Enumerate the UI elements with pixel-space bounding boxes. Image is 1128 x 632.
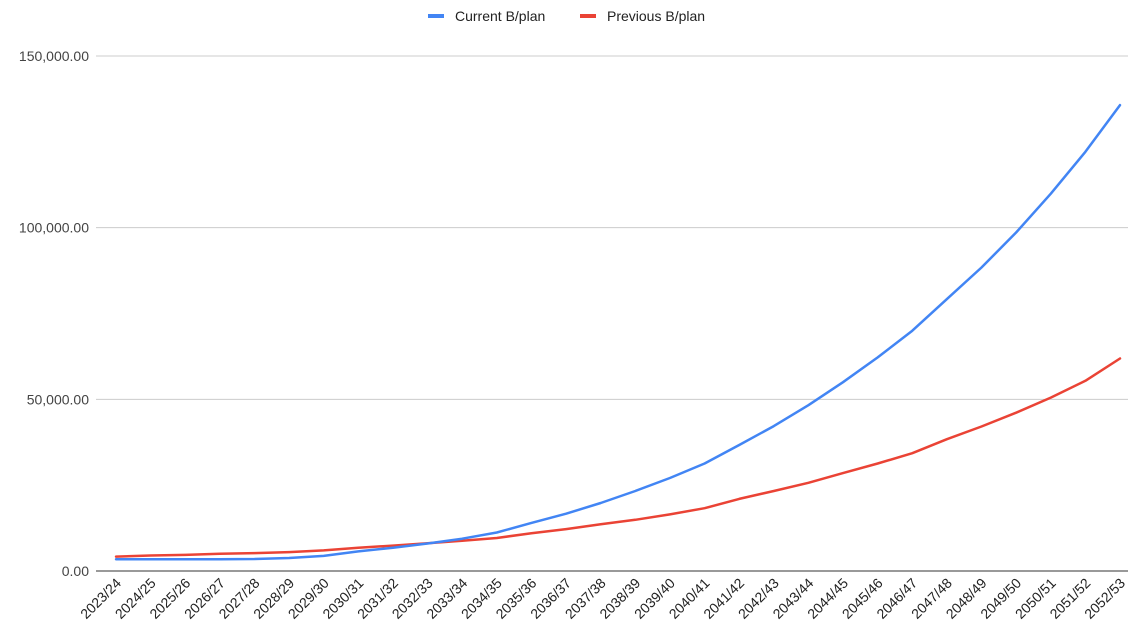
legend-label-current: Current B/plan <box>455 8 545 24</box>
legend-label-previous: Previous B/plan <box>607 8 705 24</box>
series-line-current <box>114 103 1122 561</box>
y-tick-label: 150,000.00 <box>19 48 89 64</box>
x-axis-ticks: 2023/242024/252025/262026/272027/282028/… <box>77 575 1128 622</box>
y-tick-label: 50,000.00 <box>27 391 89 407</box>
y-axis-ticks: 0.00 50,000.00 100,000.00 150,000.00 <box>19 48 89 579</box>
grid-lines <box>96 55 1128 572</box>
legend: Current B/plan Previous B/plan <box>428 8 705 24</box>
series-line-previous <box>114 357 1122 558</box>
y-tick-label: 100,000.00 <box>19 220 89 236</box>
series-lines <box>114 103 1122 561</box>
y-tick-label: 0.00 <box>62 563 89 579</box>
